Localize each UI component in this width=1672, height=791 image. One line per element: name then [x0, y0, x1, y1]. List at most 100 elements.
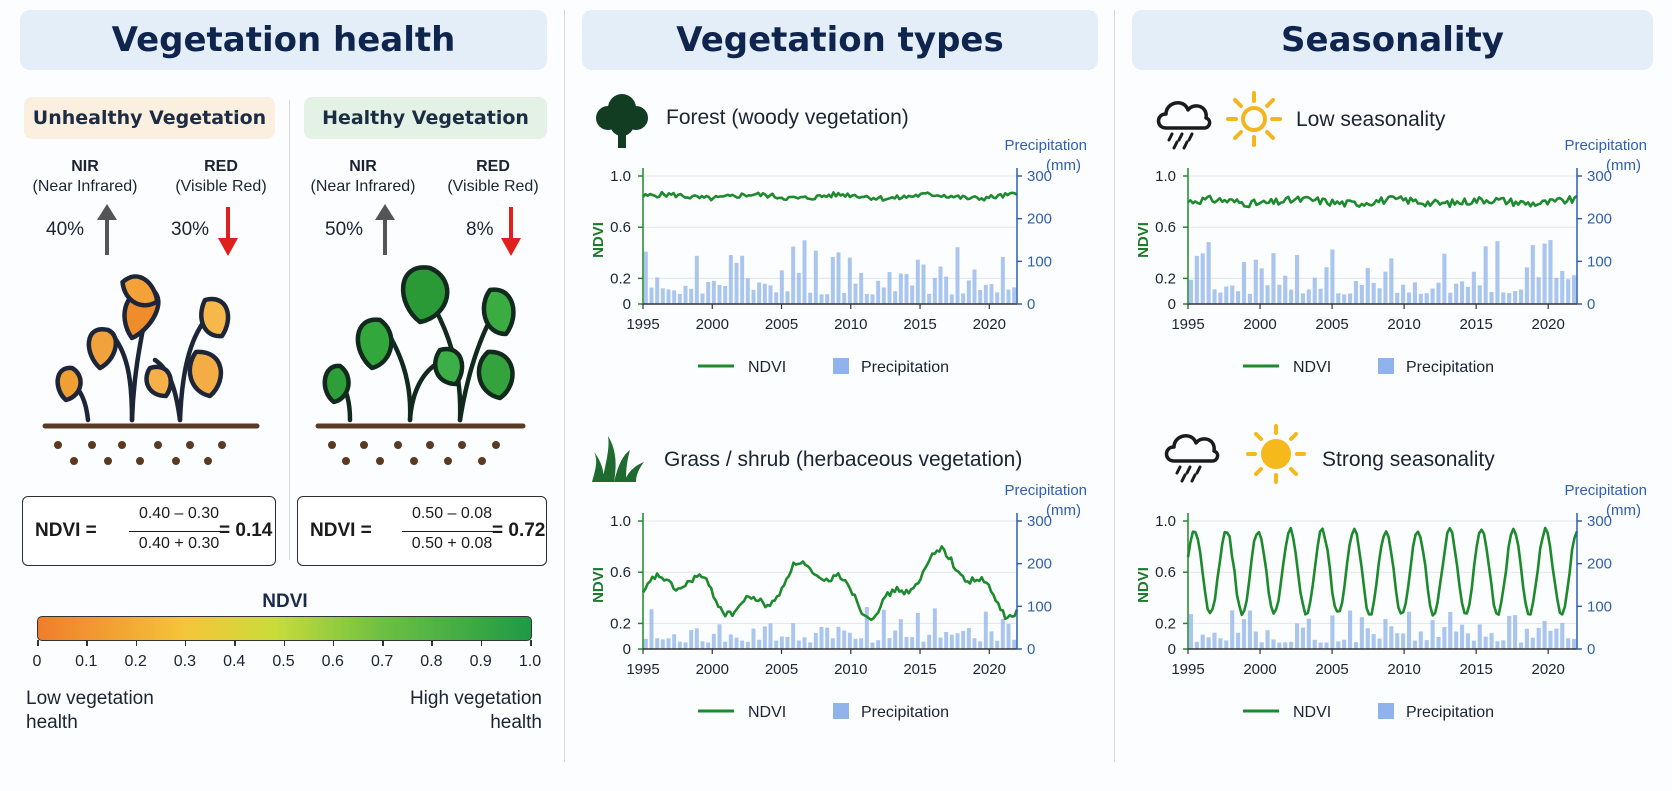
precip-bar — [989, 284, 994, 304]
precip-bar — [751, 289, 756, 304]
precip-bar — [1306, 618, 1311, 649]
precip-bar — [734, 637, 739, 649]
formula-numerator: 0.40 – 0.30 — [138, 505, 220, 522]
precip-bar — [694, 255, 699, 304]
formula-result: = 0.14 — [219, 520, 273, 541]
precip-bar — [694, 628, 699, 649]
precip-bar — [1283, 275, 1288, 304]
precip-bar — [1359, 284, 1364, 304]
chart-title-low-seasonality: Low seasonality — [1296, 108, 1446, 131]
precip-bar — [1253, 259, 1258, 304]
precip-bar — [915, 613, 920, 649]
precip-bar — [1000, 618, 1005, 649]
precip-bar — [1348, 610, 1353, 649]
x-tick-label: 2000 — [1243, 316, 1276, 333]
precip-bar — [1206, 242, 1211, 304]
legend-precip-swatch — [1378, 358, 1394, 374]
precip-bar — [700, 293, 705, 304]
y-tick-label: 0.2 — [1155, 270, 1176, 287]
precip-bar — [978, 641, 983, 649]
precip-bar — [927, 634, 932, 649]
precip-bar — [706, 642, 711, 649]
y2-tick-label: 200 — [1027, 556, 1052, 573]
precip-bar — [740, 255, 745, 304]
precip-bar — [1442, 626, 1447, 649]
precip-bar — [745, 641, 750, 649]
precip-bar — [1236, 291, 1241, 304]
red-sublabel: (Visible Red) — [447, 178, 539, 195]
soil-dot — [342, 457, 350, 465]
scale-tick-mark — [382, 640, 384, 646]
precip-bar — [1306, 289, 1311, 304]
precip-bar — [1571, 638, 1577, 649]
chart-title-grass: Grass / shrub (herbaceous vegetation) — [664, 448, 1023, 471]
precip-bar — [938, 266, 943, 304]
precip-bar — [689, 288, 694, 304]
precip-bar — [751, 628, 756, 649]
y2-tick-label: 200 — [1027, 211, 1052, 228]
y-tick-label: 1.0 — [610, 513, 631, 530]
y2-axis-unit: (mm) — [1046, 157, 1081, 174]
precip-bar — [1418, 631, 1423, 649]
precip-bar — [1200, 634, 1205, 649]
precip-bar — [779, 636, 784, 649]
precip-bar — [949, 294, 954, 304]
precip-bar — [1501, 640, 1506, 649]
precip-bar — [683, 642, 688, 649]
precip-bar — [660, 639, 665, 649]
y-tick-label: 0 — [1168, 641, 1176, 658]
low-health-label: Low vegetation health — [26, 687, 154, 735]
precip-bar — [1395, 292, 1400, 304]
precip-bar — [1000, 257, 1005, 304]
chart-low-seasonality: 1.0 0.6 0.2 0 300 200 100 0 1995 2000 2005 2010 2015… — [1135, 137, 1647, 376]
soil-dot — [186, 441, 194, 449]
soil-dot — [218, 441, 226, 449]
legend-precip-swatch — [1378, 703, 1394, 719]
red-label: RED — [204, 158, 238, 175]
ndvi-color-bar — [37, 616, 532, 641]
precip-bar — [1460, 624, 1465, 649]
precip-bar — [1524, 628, 1529, 649]
soil-dot — [394, 441, 402, 449]
x-tick-label: 2010 — [1387, 661, 1420, 678]
precip-bar — [921, 641, 926, 649]
precip-bar — [1489, 292, 1494, 304]
ndvi-line — [642, 190, 1018, 202]
y-tick-label: 0.2 — [610, 615, 631, 632]
y-tick-label: 0.6 — [610, 219, 631, 236]
precip-bar — [1318, 288, 1323, 304]
precip-bar — [864, 293, 869, 304]
precip-bar — [1401, 284, 1406, 304]
y-tick-label: 0.2 — [610, 270, 631, 287]
soil-dot — [444, 457, 452, 465]
y2-tick-label: 300 — [1587, 168, 1612, 185]
precip-bar — [666, 638, 671, 649]
precip-bar — [677, 641, 682, 649]
unhealthy-plant-icon — [55, 274, 231, 423]
scale-tick-label: 0.3 — [173, 653, 197, 670]
header-vegetation-types: Vegetation types — [582, 10, 1098, 70]
soil-dot — [172, 457, 180, 465]
precip-bar — [813, 632, 818, 649]
precip-bar — [1389, 258, 1394, 304]
arrow-up-icon — [375, 204, 395, 255]
precip-bar — [1012, 639, 1017, 649]
precip-bar — [972, 269, 977, 304]
precip-bar — [893, 630, 898, 649]
unhealthy-vegetation-label: Unhealthy Vegetation — [24, 97, 275, 139]
precip-bar — [847, 257, 852, 304]
high-health-line-2: health — [490, 712, 542, 733]
legend-precip-label: Precipitation — [861, 704, 949, 721]
healthy-vegetation-label: Healthy Vegetation — [304, 97, 547, 139]
precip-bar — [1236, 632, 1241, 649]
precip-bar — [1412, 282, 1417, 304]
precip-bar — [1289, 289, 1294, 304]
precip-bar — [791, 623, 796, 649]
chart-title-forest: Forest (woody vegetation) — [666, 106, 909, 129]
soil-dot — [376, 457, 384, 465]
precip-bar — [717, 284, 722, 304]
x-tick-label: 2000 — [696, 316, 729, 333]
red-percentage: 30% — [171, 219, 210, 240]
precip-bar — [1548, 630, 1553, 649]
precip-bar — [1418, 293, 1423, 304]
